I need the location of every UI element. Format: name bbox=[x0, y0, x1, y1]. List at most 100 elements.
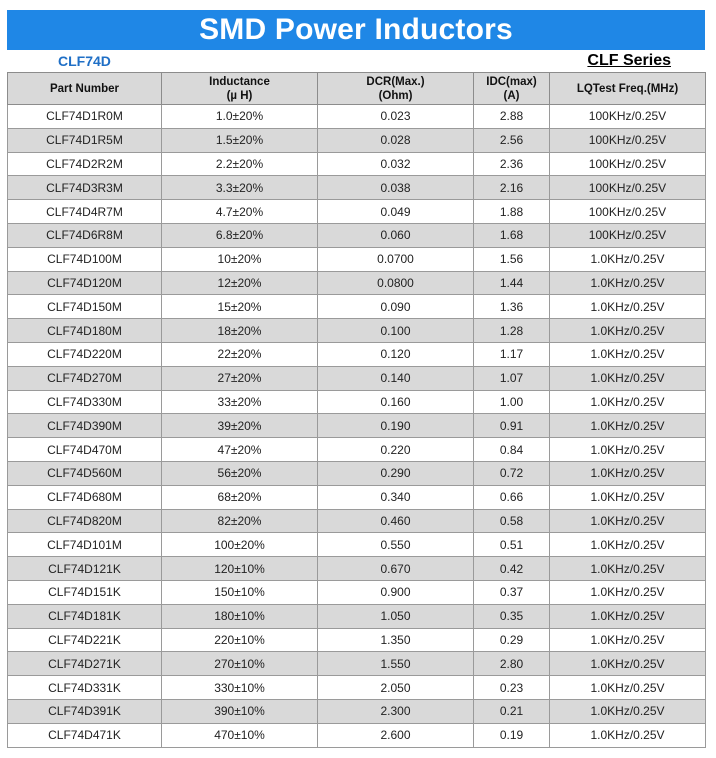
table-row: CLF74D271K 270±10% 1.550 2.80 1.0KHz/0.25V bbox=[7, 651, 706, 677]
part-number-cell: CLF74D270M bbox=[7, 365, 162, 391]
dcr-cell: 0.220 bbox=[317, 437, 474, 462]
inductance-cell: 15±20% bbox=[161, 294, 318, 320]
part-number-cell: CLF74D121K bbox=[7, 556, 162, 581]
table-row: CLF74D2R2M 2.2±20% 0.032 2.36 100KHz/0.25V bbox=[7, 151, 706, 177]
inductance-cell: 18±20% bbox=[161, 318, 318, 343]
inductance-cell: 180±10% bbox=[161, 603, 318, 629]
column-header-test-freq: LQTest Freq.(MHz) bbox=[549, 72, 706, 105]
test-freq-cell: 1.0KHz/0.25V bbox=[549, 246, 706, 272]
table-row: CLF74D270M 27±20% 0.140 1.07 1.0KHz/0.25V bbox=[7, 365, 706, 391]
dcr-cell: 0.028 bbox=[317, 127, 474, 153]
part-number-cell: CLF74D151K bbox=[7, 579, 162, 605]
idc-cell: 1.56 bbox=[473, 246, 550, 272]
idc-cell: 0.23 bbox=[473, 675, 550, 700]
dcr-cell: 0.038 bbox=[317, 175, 474, 201]
table-row: CLF74D221K 220±10% 1.350 0.29 1.0KHz/0.25V bbox=[7, 627, 706, 653]
dcr-cell: 2.300 bbox=[317, 698, 474, 724]
idc-cell: 0.37 bbox=[473, 579, 550, 605]
test-freq-cell: 100KHz/0.25V bbox=[549, 127, 706, 153]
table-row: CLF74D101M 100±20% 0.550 0.51 1.0KHz/0.25V bbox=[7, 532, 706, 558]
test-freq-cell: 1.0KHz/0.25V bbox=[549, 651, 706, 677]
inductance-cell: 56±20% bbox=[161, 460, 318, 486]
part-number-cell: CLF74D220M bbox=[7, 341, 162, 367]
column-header-part-number: Part Number bbox=[7, 72, 162, 105]
test-freq-cell: 1.0KHz/0.25V bbox=[549, 722, 706, 748]
test-freq-cell: 1.0KHz/0.25V bbox=[549, 460, 706, 486]
idc-cell: 1.88 bbox=[473, 199, 550, 224]
inductance-cell: 390±10% bbox=[161, 698, 318, 724]
part-number-cell: CLF74D331K bbox=[7, 675, 162, 700]
inductance-cell: 1.5±20% bbox=[161, 127, 318, 153]
dcr-cell: 0.0800 bbox=[317, 270, 474, 296]
dcr-cell: 0.090 bbox=[317, 294, 474, 320]
dcr-cell: 0.023 bbox=[317, 104, 474, 129]
spec-table: Part Number Inductance (µ H) DCR(Max.) (Oh… bbox=[7, 72, 706, 748]
part-number-cell: CLF74D1R5M bbox=[7, 127, 162, 153]
inductance-cell: 120±10% bbox=[161, 556, 318, 581]
idc-cell: 1.17 bbox=[473, 341, 550, 367]
test-freq-cell: 1.0KHz/0.25V bbox=[549, 413, 706, 439]
test-freq-cell: 1.0KHz/0.25V bbox=[549, 532, 706, 558]
part-number-cell: CLF74D4R7M bbox=[7, 199, 162, 224]
table-row: CLF74D180M 18±20% 0.100 1.28 1.0KHz/0.25V bbox=[7, 318, 706, 343]
idc-cell: 2.16 bbox=[473, 175, 550, 201]
inductance-cell: 270±10% bbox=[161, 651, 318, 677]
test-freq-cell: 1.0KHz/0.25V bbox=[549, 579, 706, 605]
table-row: CLF74D3R3M 3.3±20% 0.038 2.16 100KHz/0.25V bbox=[7, 175, 706, 201]
dcr-cell: 0.0700 bbox=[317, 246, 474, 272]
inductance-cell: 100±20% bbox=[161, 532, 318, 558]
test-freq-cell: 1.0KHz/0.25V bbox=[549, 556, 706, 581]
part-number-cell: CLF74D120M bbox=[7, 270, 162, 296]
series-label: CLF Series bbox=[587, 52, 671, 69]
part-number-cell: CLF74D820M bbox=[7, 508, 162, 534]
idc-cell: 0.66 bbox=[473, 484, 550, 510]
part-number-cell: CLF74D330M bbox=[7, 389, 162, 415]
inductance-cell: 220±10% bbox=[161, 627, 318, 653]
inductance-cell: 150±10% bbox=[161, 579, 318, 605]
table-row: CLF74D470M 47±20% 0.220 0.84 1.0KHz/0.25V bbox=[7, 437, 706, 462]
table-row: CLF74D181K 180±10% 1.050 0.35 1.0KHz/0.25V bbox=[7, 603, 706, 629]
dcr-cell: 0.670 bbox=[317, 556, 474, 581]
idc-cell: 2.88 bbox=[473, 104, 550, 129]
idc-cell: 0.29 bbox=[473, 627, 550, 653]
idc-cell: 0.21 bbox=[473, 698, 550, 724]
idc-cell: 1.00 bbox=[473, 389, 550, 415]
idc-cell: 0.72 bbox=[473, 460, 550, 486]
table-row: CLF74D150M 15±20% 0.090 1.36 1.0KHz/0.25V bbox=[7, 294, 706, 320]
inductance-cell: 10±20% bbox=[161, 246, 318, 272]
part-number-cell: CLF74D471K bbox=[7, 722, 162, 748]
column-header-dcr: DCR(Max.) (Ohm) bbox=[317, 72, 474, 105]
idc-cell: 0.58 bbox=[473, 508, 550, 534]
table-row: CLF74D1R0M 1.0±20% 0.023 2.88 100KHz/0.25V bbox=[7, 104, 706, 129]
idc-cell: 1.28 bbox=[473, 318, 550, 343]
dcr-cell: 2.600 bbox=[317, 722, 474, 748]
inductance-cell: 22±20% bbox=[161, 341, 318, 367]
table-body: CLF74D1R0M 1.0±20% 0.023 2.88 100KHz/0.25V CL… bbox=[7, 104, 706, 748]
inductance-cell: 330±10% bbox=[161, 675, 318, 700]
page-title: SMD Power Inductors bbox=[199, 13, 513, 46]
table-row: CLF74D560M 56±20% 0.290 0.72 1.0KHz/0.25V bbox=[7, 460, 706, 486]
inductance-cell: 39±20% bbox=[161, 413, 318, 439]
dcr-cell: 0.190 bbox=[317, 413, 474, 439]
test-freq-cell: 1.0KHz/0.25V bbox=[549, 484, 706, 510]
dcr-cell: 0.120 bbox=[317, 341, 474, 367]
dcr-cell: 2.050 bbox=[317, 675, 474, 700]
table-row: CLF74D680M 68±20% 0.340 0.66 1.0KHz/0.25V bbox=[7, 484, 706, 510]
table-row: CLF74D820M 82±20% 0.460 0.58 1.0KHz/0.25V bbox=[7, 508, 706, 534]
idc-cell: 1.07 bbox=[473, 365, 550, 391]
part-number-cell: CLF74D181K bbox=[7, 603, 162, 629]
part-number-cell: CLF74D470M bbox=[7, 437, 162, 462]
test-freq-cell: 1.0KHz/0.25V bbox=[549, 627, 706, 653]
table-row: CLF74D220M 22±20% 0.120 1.17 1.0KHz/0.25V bbox=[7, 341, 706, 367]
dcr-cell: 1.550 bbox=[317, 651, 474, 677]
table-row: CLF74D120M 12±20% 0.0800 1.44 1.0KHz/0.25V bbox=[7, 270, 706, 296]
test-freq-cell: 1.0KHz/0.25V bbox=[549, 341, 706, 367]
inductance-cell: 82±20% bbox=[161, 508, 318, 534]
test-freq-cell: 100KHz/0.25V bbox=[549, 175, 706, 201]
dcr-cell: 0.060 bbox=[317, 222, 474, 248]
part-number-cell: CLF74D390M bbox=[7, 413, 162, 439]
table-row: CLF74D100M 10±20% 0.0700 1.56 1.0KHz/0.25V bbox=[7, 246, 706, 272]
dcr-cell: 0.550 bbox=[317, 532, 474, 558]
column-header-idc: IDC(max) (A) bbox=[473, 72, 550, 105]
test-freq-cell: 1.0KHz/0.25V bbox=[549, 698, 706, 724]
